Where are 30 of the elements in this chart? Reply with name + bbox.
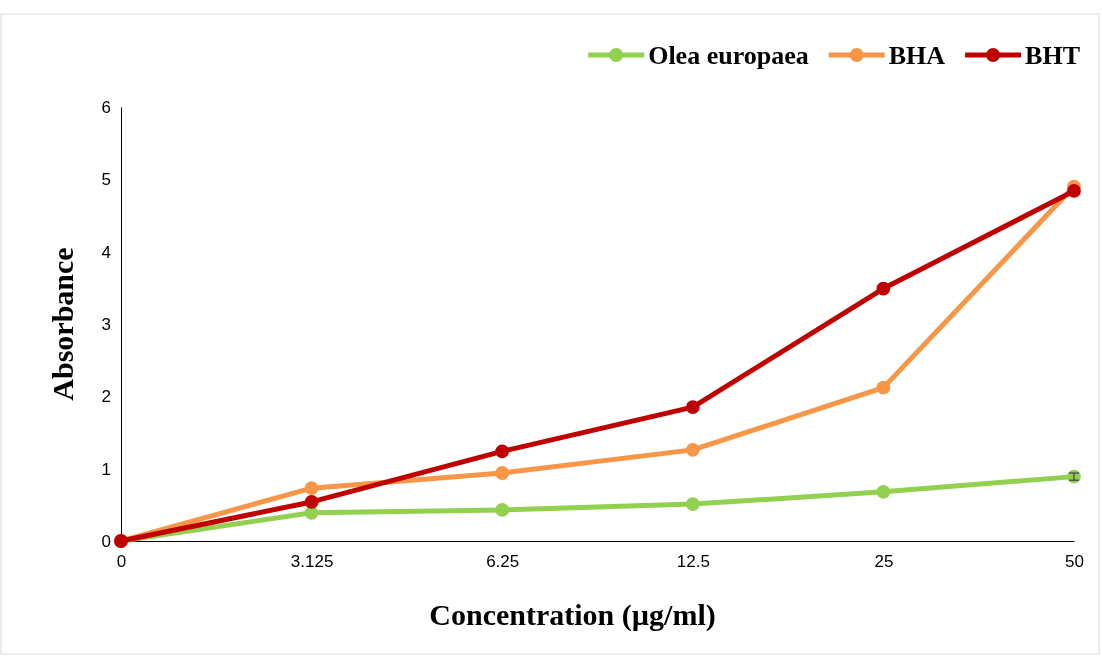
point bbox=[495, 503, 510, 517]
y-tick-label: 3 bbox=[101, 314, 111, 334]
legend-label: BHA bbox=[888, 41, 946, 70]
point bbox=[685, 442, 700, 457]
point bbox=[304, 481, 319, 496]
y-tick-label: 0 bbox=[101, 531, 111, 551]
x-tick-label: 50 bbox=[1065, 552, 1084, 572]
y-tick-label: 1 bbox=[101, 459, 111, 479]
x-tick-label: 0 bbox=[116, 552, 127, 572]
x-tick-label: 25 bbox=[874, 552, 894, 572]
y-axis-title: Absorbance bbox=[46, 247, 79, 401]
x-tick-label: 12.5 bbox=[676, 552, 710, 572]
legend-label: Olea europaea bbox=[648, 41, 809, 70]
point bbox=[876, 281, 891, 296]
point bbox=[876, 484, 891, 499]
y-tick-label: 5 bbox=[101, 170, 111, 190]
legend-label: BHT bbox=[1025, 41, 1080, 70]
x-tick-label: 3.125 bbox=[290, 552, 334, 572]
point bbox=[876, 380, 891, 395]
point bbox=[495, 466, 510, 480]
point bbox=[685, 497, 700, 512]
point bbox=[685, 400, 700, 415]
x-axis-title: Concentration (µg/ml) bbox=[429, 598, 716, 632]
y-tick-label: 4 bbox=[101, 242, 111, 262]
y-tick-label: 6 bbox=[101, 97, 111, 117]
x-tick-label: 6.25 bbox=[486, 552, 520, 572]
point bbox=[495, 444, 510, 459]
point bbox=[304, 495, 319, 509]
y-tick-label: 2 bbox=[101, 387, 111, 407]
point bbox=[1067, 184, 1081, 198]
